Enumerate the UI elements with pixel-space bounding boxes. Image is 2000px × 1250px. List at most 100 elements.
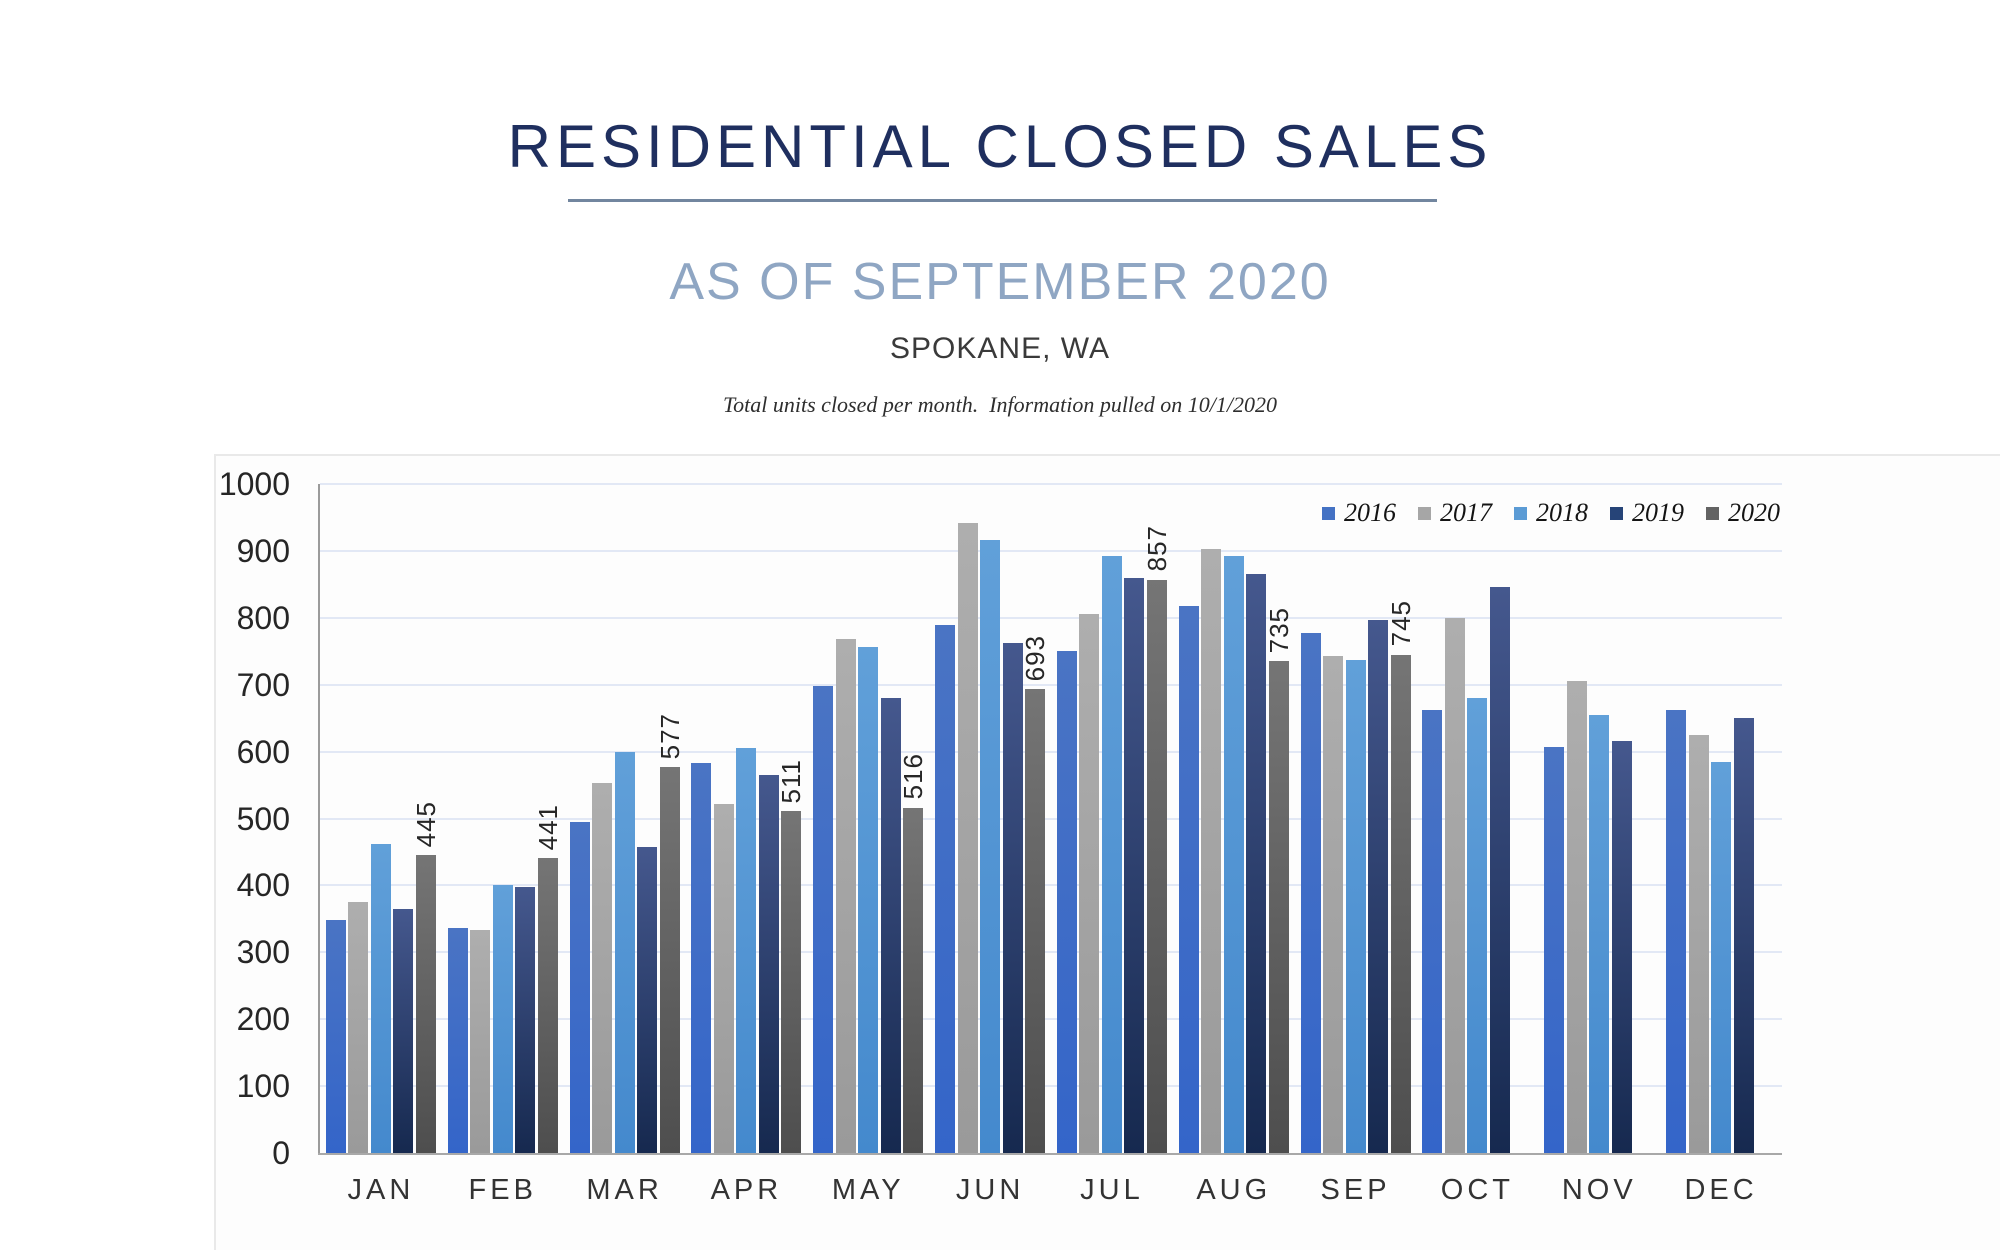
bar-2020-feb: 441: [533, 804, 563, 1153]
legend-marker-2018: [1514, 506, 1527, 520]
data-label-2020-may: 516: [898, 753, 929, 800]
y-tick-900: 900: [236, 532, 290, 569]
legend-label-2018: 2018: [1536, 498, 1588, 527]
title-underline: [568, 199, 1437, 202]
legend-item-2020: 2020: [1706, 498, 1780, 528]
bar-2019-nov: [1611, 740, 1632, 1153]
bar-2016-dec: [1666, 710, 1687, 1153]
bar-group-may: 516: [807, 484, 929, 1153]
y-tick-400: 400: [236, 867, 290, 904]
bar-2020-aug: 735: [1264, 607, 1294, 1153]
data-label-2020-aug: 735: [1263, 606, 1294, 654]
bar-group-sep: 745: [1295, 484, 1417, 1153]
gridline-500: [320, 817, 1782, 820]
y-axis-labels: 0 100 200 300 400 500 600 700 800 900 1000: [150, 466, 290, 1171]
bar-group-apr: 511: [686, 484, 808, 1153]
gridline-700: [320, 683, 1782, 686]
gridline-1000: [320, 483, 1782, 485]
bar-2019-apr: [758, 775, 779, 1153]
bar-groups: 445 441 577 511 516 693 857 735 745: [320, 484, 1782, 1153]
bar-2016-jan: [325, 920, 346, 1153]
y-tick-1000: 1000: [218, 466, 290, 502]
data-label-2020-mar: 577: [654, 712, 685, 759]
legend-item-2018: 2018: [1514, 498, 1588, 528]
y-tick-200: 200: [236, 1001, 290, 1038]
bar-2018-apr: [736, 748, 757, 1153]
bar-2018-feb: [492, 884, 513, 1153]
bar-2017-nov: [1566, 681, 1587, 1153]
bar-2019-mar: [637, 846, 658, 1153]
bar-2020-jan: 445: [411, 801, 441, 1153]
data-label-2020-jun: 693: [1020, 635, 1051, 682]
bar-2017-dec: [1688, 734, 1709, 1153]
bar-2018-dec: [1711, 761, 1732, 1153]
bar-2019-jul: [1124, 578, 1145, 1153]
bar-2020-jun: 693: [1020, 635, 1050, 1153]
chart-location: SPOKANE, WA: [890, 332, 1110, 365]
bar-2017-aug: [1201, 548, 1222, 1153]
bar-2017-apr: [713, 803, 734, 1153]
bar-group-mar: 577: [564, 484, 686, 1153]
x-label-jul: JUL: [1080, 1174, 1144, 1206]
data-label-2020-sep: 745: [1385, 600, 1416, 647]
legend-label-2019: 2019: [1632, 498, 1684, 527]
legend-item-2019: 2019: [1610, 498, 1684, 528]
legend-item-2017: 2017: [1418, 498, 1492, 528]
y-tick-700: 700: [236, 666, 290, 703]
bar-2018-jun: [980, 540, 1001, 1153]
data-label-2020-apr: 511: [776, 758, 807, 804]
bar-group-nov: [1538, 484, 1660, 1153]
bar-2018-nov: [1589, 714, 1610, 1153]
data-label-2020-jul: 857: [1141, 525, 1172, 572]
bar-group-jan: 445: [320, 484, 442, 1153]
bar-2020-jul: 857: [1142, 525, 1172, 1153]
bar-2016-nov: [1544, 746, 1565, 1153]
bar-2017-sep: [1323, 655, 1344, 1153]
x-label-nov: NOV: [1561, 1174, 1637, 1206]
bar-2016-may: [813, 686, 834, 1153]
gridline-600: [320, 750, 1782, 753]
y-tick-600: 600: [236, 733, 290, 770]
gridline-400: [320, 884, 1782, 887]
gridline-200: [320, 1018, 1782, 1021]
y-tick-300: 300: [236, 934, 290, 971]
y-tick-500: 500: [236, 800, 290, 837]
y-axis-line: [318, 484, 320, 1153]
bar-2016-oct: [1422, 710, 1443, 1153]
bar-group-oct: [1417, 484, 1539, 1153]
bar-2017-jan: [348, 902, 369, 1153]
x-label-apr: APR: [710, 1174, 783, 1206]
x-label-sep: SEP: [1320, 1174, 1391, 1206]
bar-2016-jun: [935, 624, 956, 1153]
x-label-jan: JAN: [347, 1174, 415, 1206]
chart-note: Total units closed per month. Informatio…: [722, 392, 1278, 417]
data-label-2020-feb: 441: [532, 803, 563, 850]
bar-group-aug: 735: [1173, 484, 1295, 1153]
bar-2018-sep: [1345, 659, 1366, 1153]
bar-2017-oct: [1444, 617, 1465, 1153]
bar-2019-jun: [1002, 642, 1023, 1153]
bar-2017-may: [835, 639, 856, 1153]
x-label-aug: AUG: [1196, 1174, 1272, 1206]
bar-2017-mar: [592, 783, 613, 1153]
legend-label-2016: 2016: [1344, 498, 1396, 527]
legend-marker-2019: [1610, 506, 1623, 520]
bar-2018-jan: [370, 843, 391, 1153]
legend-item-2016: 2016: [1322, 498, 1396, 528]
legend-label-2017: 2017: [1440, 498, 1492, 527]
bar-2018-may: [858, 646, 879, 1153]
plot-area: 445 441 577 511 516 693 857 735 745 2016 2017 2018…: [318, 483, 1782, 1155]
bar-2019-jan: [393, 909, 414, 1153]
bar-2019-aug: [1246, 573, 1267, 1153]
legend: 2016 2017 2018 2019 2020: [1322, 498, 1780, 528]
x-label-oct: OCT: [1440, 1174, 1515, 1206]
bar-2016-jul: [1056, 651, 1077, 1153]
legend-marker-2017: [1418, 506, 1431, 520]
bar-group-feb: 441: [442, 484, 564, 1153]
gridline-300: [320, 951, 1782, 954]
x-label-dec: DEC: [1684, 1174, 1758, 1206]
bar-2017-feb: [470, 930, 491, 1153]
x-axis-line: [318, 1152, 1782, 1155]
bar-group-dec: [1660, 484, 1782, 1153]
legend-label-2020: 2020: [1728, 498, 1780, 527]
